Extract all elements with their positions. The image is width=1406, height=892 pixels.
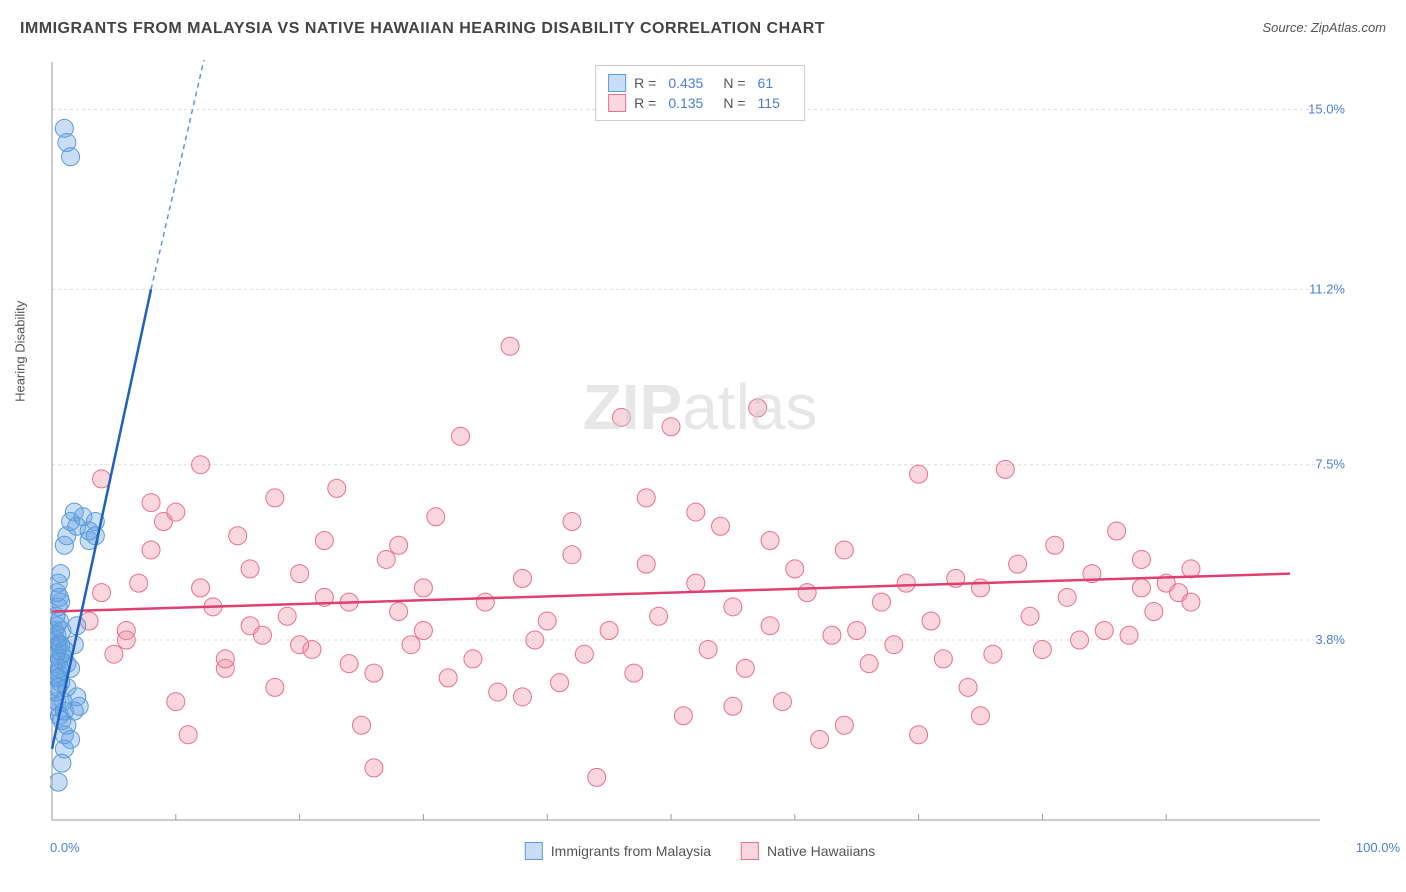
chart-area: 3.8%7.5%11.2%15.0% Hearing Disability ZI… <box>50 60 1350 830</box>
swatch-hawaiian <box>741 842 759 860</box>
swatch-malaysia <box>525 842 543 860</box>
r-value-malaysia: 0.435 <box>668 75 703 91</box>
chart-title: IMMIGRANTS FROM MALAYSIA VS NATIVE HAWAI… <box>20 20 825 38</box>
n-label: N = <box>723 95 745 111</box>
n-label: N = <box>723 75 745 91</box>
n-value-hawaiian: 115 <box>758 95 780 111</box>
legend-label-hawaiian: Native Hawaiians <box>767 843 875 859</box>
n-value-malaysia: 61 <box>758 75 774 91</box>
svg-text:3.8%: 3.8% <box>1315 632 1345 647</box>
source-attribution: Source: ZipAtlas.com <box>1262 20 1386 35</box>
y-axis-label: Hearing Disability <box>13 301 28 402</box>
legend-item-hawaiian: Native Hawaiians <box>741 842 875 860</box>
svg-text:15.0%: 15.0% <box>1308 101 1345 116</box>
r-label: R = <box>634 95 656 111</box>
scatter-plot-svg: 3.8% 7.5% 11.2% 15.0% <box>50 60 1350 830</box>
legend-label-malaysia: Immigrants from Malaysia <box>551 843 711 859</box>
swatch-hawaiian <box>608 94 626 112</box>
svg-text:7.5%: 7.5% <box>1315 457 1345 472</box>
svg-text:11.2%: 11.2% <box>1309 281 1345 296</box>
legend-item-malaysia: Immigrants from Malaysia <box>525 842 711 860</box>
correlation-legend: R = 0.435 N = 61 R = 0.135 N = 115 <box>595 65 805 121</box>
legend-row-hawaiian: R = 0.135 N = 115 <box>608 94 792 112</box>
r-label: R = <box>634 75 656 91</box>
x-tick-min: 0.0% <box>50 840 80 855</box>
series-legend: Immigrants from Malaysia Native Hawaiian… <box>525 842 875 860</box>
x-tick-max: 100.0% <box>1356 840 1400 855</box>
swatch-malaysia <box>608 74 626 92</box>
r-value-hawaiian: 0.135 <box>668 95 703 111</box>
legend-row-malaysia: R = 0.435 N = 61 <box>608 74 792 92</box>
